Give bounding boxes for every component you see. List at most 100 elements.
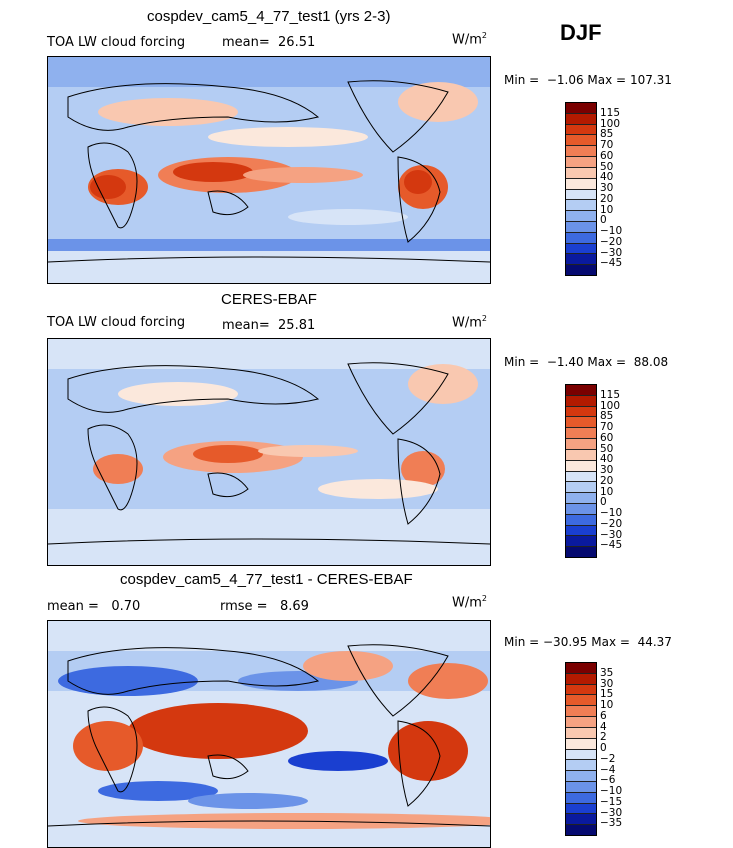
panel-3-units: W/m2	[452, 594, 487, 610]
colorbar-segment	[566, 738, 596, 750]
colorbar-segment	[566, 211, 596, 222]
colorbar-tick-label: 100	[600, 399, 621, 412]
panel-2-map-field	[48, 339, 490, 565]
colorbar-tick-label: 6	[600, 709, 607, 722]
colorbar-segment	[566, 482, 596, 494]
colorbar-tick-label: 85	[600, 410, 614, 423]
colorbar-segment	[566, 471, 596, 483]
colorbar-tick-label: 2	[600, 731, 607, 744]
colorbar-tick-label: 115	[600, 388, 621, 401]
panel-1-minmax: Min = −1.06 Max = 107.31	[504, 73, 672, 87]
panel-2-units-base: W/m	[452, 315, 482, 331]
colorbar-segment	[566, 395, 596, 407]
panel-3-max-label: Max =	[591, 635, 630, 649]
panel-1-min-value: −1.06	[546, 73, 584, 87]
colorbar-segment	[566, 243, 596, 255]
panel-1-mean: mean= 26.51	[222, 35, 315, 50]
colorbar-tick-label: 0	[600, 742, 607, 754]
colorbar-tick-label: 20	[600, 474, 614, 487]
colorbar-segment	[566, 493, 596, 504]
colorbar-tick-label: −45	[600, 539, 623, 552]
colorbar-segment	[566, 178, 596, 190]
panel-1-map-field	[48, 57, 490, 283]
colorbar-tick-label: 115	[600, 106, 621, 119]
panel-3-rmse-label: rmse =	[220, 599, 268, 614]
colorbar-segment	[566, 449, 596, 461]
colorbar-segment	[566, 221, 596, 233]
colorbar-tick-label: −6	[600, 774, 616, 787]
colorbar-segment	[566, 792, 596, 804]
panel-1-units-exp: 2	[481, 31, 487, 40]
colorbar-segment	[566, 439, 596, 450]
panel-2-units: W/m2	[452, 314, 487, 330]
panel-3-rmse-value: 8.69	[279, 599, 309, 614]
panel-3-map	[47, 620, 491, 848]
panel-3-mean-label: mean =	[47, 599, 99, 614]
season-label: DJF	[560, 20, 602, 45]
colorbar-tick-label: 70	[600, 139, 614, 151]
colorbar-tick-label: 15	[600, 688, 614, 701]
colorbar-tick-label: −20	[600, 517, 623, 530]
colorbar-segment	[566, 536, 596, 548]
panel-1-max-value: 107.31	[629, 73, 672, 87]
colorbar-tick-label: 10	[600, 203, 614, 216]
colorbar-tick-label: 0	[600, 496, 607, 509]
colorbar-tick-label: 70	[600, 421, 614, 433]
colorbar-segment	[566, 525, 596, 537]
colorbar-tick-label: −30	[600, 806, 623, 819]
panel-1-colorbar-labels: 115 100 85 70 60 50 40 30 20 10 0 −10 −20 −30 −45	[600, 102, 640, 274]
panel-2-colorbar-labels: 115 100 85 70 60 50 40 30 20 10 0 −10 −20 −30 −45	[600, 384, 640, 556]
colorbar-segment	[566, 460, 596, 472]
colorbar-segment	[566, 428, 596, 440]
colorbar-tick-label: 35	[600, 666, 614, 679]
colorbar-segment	[566, 749, 596, 761]
panel-3-mean: mean = 0.70	[47, 599, 140, 614]
panel-3-rmse: rmse = 8.69	[220, 599, 309, 614]
colorbar-segment	[566, 781, 596, 793]
panel-2-mean-label: mean=	[222, 318, 270, 333]
colorbar-tick-label: 85	[600, 128, 614, 141]
colorbar-tick-label: 100	[600, 117, 621, 130]
colorbar-segment	[566, 124, 596, 136]
colorbar-tick-label: 10	[600, 699, 614, 711]
colorbar-segment	[566, 706, 596, 718]
panel-1-mean-value: 26.51	[278, 35, 316, 50]
colorbar-segment	[566, 167, 596, 179]
colorbar-tick-label: 40	[600, 453, 614, 466]
colorbar-tick-label: 0	[600, 214, 607, 227]
panel-2-colorbar	[565, 384, 597, 558]
colorbar-tick-label: 4	[600, 720, 607, 733]
panel-1-units: W/m2	[452, 31, 487, 47]
colorbar-tick-label: 50	[600, 442, 614, 455]
panel-2-min-value: −1.40	[546, 355, 584, 369]
colorbar-segment	[566, 146, 596, 158]
panel-2-map	[47, 338, 491, 566]
panel-2-max-label: Max =	[587, 355, 627, 369]
colorbar-segment	[566, 663, 596, 674]
panel-3-max-value: 44.37	[637, 635, 672, 649]
panel-3-minmax: Min = −30.95 Max = 44.37	[504, 635, 672, 649]
colorbar-tick-label: −15	[600, 795, 623, 808]
colorbar-segment	[566, 673, 596, 685]
colorbar-segment	[566, 771, 596, 782]
colorbar-tick-label: −4	[600, 763, 616, 776]
colorbar-tick-label: −20	[600, 235, 623, 248]
colorbar-segment	[566, 727, 596, 739]
panel-1-max-label: Max =	[587, 73, 627, 87]
colorbar-segment	[566, 695, 596, 707]
colorbar-tick-label: −45	[600, 257, 623, 270]
colorbar-segment	[566, 113, 596, 125]
panel-1-colorbar	[565, 102, 597, 276]
panel-3-colorbar	[565, 662, 597, 836]
colorbar-segment	[566, 103, 596, 114]
colorbar-tick-label: 50	[600, 160, 614, 173]
colorbar-segment	[566, 547, 596, 557]
colorbar-tick-label: 30	[600, 182, 614, 194]
panel-1-min-label: Min =	[504, 73, 540, 87]
colorbar-tick-label: 30	[600, 464, 614, 476]
panel-3-title: cospdev_cam5_4_77_test1 - CERES-EBAF	[120, 571, 413, 588]
panel-1-variable-label: TOA LW cloud forcing	[47, 35, 186, 50]
colorbar-tick-label: −30	[600, 246, 623, 259]
panel-1-mean-label: mean=	[222, 35, 270, 50]
colorbar-segment	[566, 717, 596, 728]
